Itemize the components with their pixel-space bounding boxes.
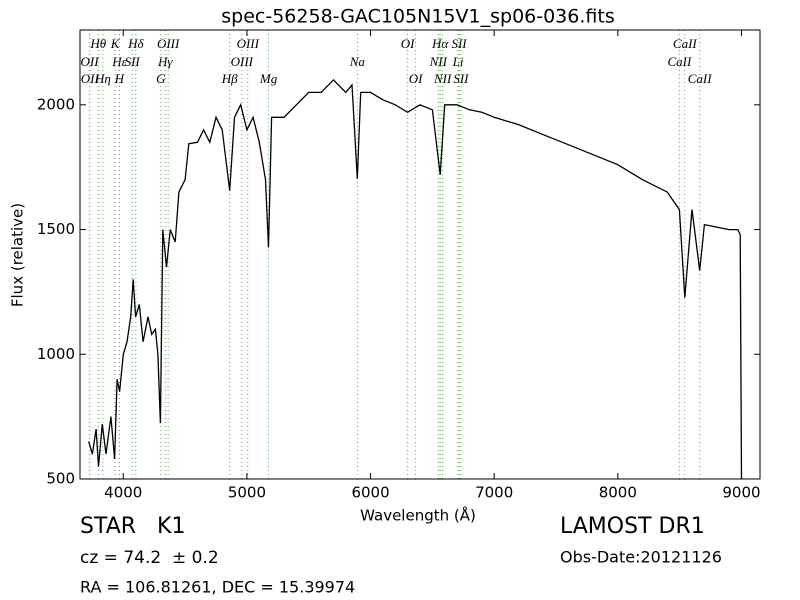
spectrum-line <box>88 78 743 479</box>
spectral-line-label: Hβ <box>221 71 238 86</box>
y-axis-label: Flux (relative) <box>9 203 27 307</box>
spectral-line-label: OIII <box>237 36 260 51</box>
spectral-line-label: OI <box>409 71 423 86</box>
survey: LAMOST DR1 <box>560 514 705 539</box>
x-tick-label: 4000 <box>104 484 142 502</box>
spectral-line-label: CaII <box>667 54 692 69</box>
spectral-line-label: CaII <box>688 71 713 86</box>
spectral-line-label: OII <box>80 54 99 69</box>
spectral-line-label: NII <box>429 54 448 69</box>
spectral-line-label: NII <box>433 71 452 86</box>
x-axis-label: Wavelength (Å) <box>360 506 476 525</box>
spectral-line-label: Mg <box>259 71 278 86</box>
obs-date: Obs-Date:20121126 <box>560 548 722 567</box>
spectral-line-label: Hθ <box>89 36 106 51</box>
spectral-line-label: SII <box>453 71 469 86</box>
y-tick-label: 1500 <box>37 220 75 238</box>
y-tick-label: 500 <box>46 470 75 488</box>
spectral-line-label: OIII <box>157 36 180 51</box>
spectral-line-label: SII <box>125 54 141 69</box>
spectral-line-label: CaII <box>673 36 698 51</box>
y-tick-label: 1000 <box>37 345 75 363</box>
spectral-line-label: OII <box>81 71 100 86</box>
spectral-line-label: Hη <box>94 71 111 86</box>
spectral-line-label: Hγ <box>157 54 173 69</box>
spectral-line-label: Hε <box>111 54 127 69</box>
spectral-line-label: OI <box>401 36 415 51</box>
object-class: STAR K1 <box>80 514 185 539</box>
x-tick-label: 8000 <box>599 484 637 502</box>
redshift: cz = 74.2 ± 0.2 <box>80 548 219 568</box>
x-tick-label: 6000 <box>351 484 389 502</box>
x-tick-label: 7000 <box>475 484 513 502</box>
spectral-line-label: OIII <box>231 54 254 69</box>
spectral-line-label: Na <box>349 54 366 69</box>
spectral-line-label: H <box>114 71 125 86</box>
x-tick-label: 9000 <box>722 484 760 502</box>
y-tick-label: 2000 <box>37 95 75 113</box>
spectral-line-label: Hα <box>431 36 449 51</box>
spectral-line-label: K <box>110 36 121 51</box>
chart-title: spec-56258-GAC105N15V1_sp06-036.fits <box>221 6 614 28</box>
x-tick-label: 5000 <box>228 484 266 502</box>
spectral-line-label: SII <box>451 36 467 51</box>
spectral-line-label: G <box>156 71 166 86</box>
coordinates: RA = 106.81261, DEC = 15.39974 <box>80 578 355 597</box>
plot-frame <box>79 29 761 480</box>
spectral-line-label: Li <box>452 54 464 69</box>
spectral-line-label: Hδ <box>127 36 144 51</box>
